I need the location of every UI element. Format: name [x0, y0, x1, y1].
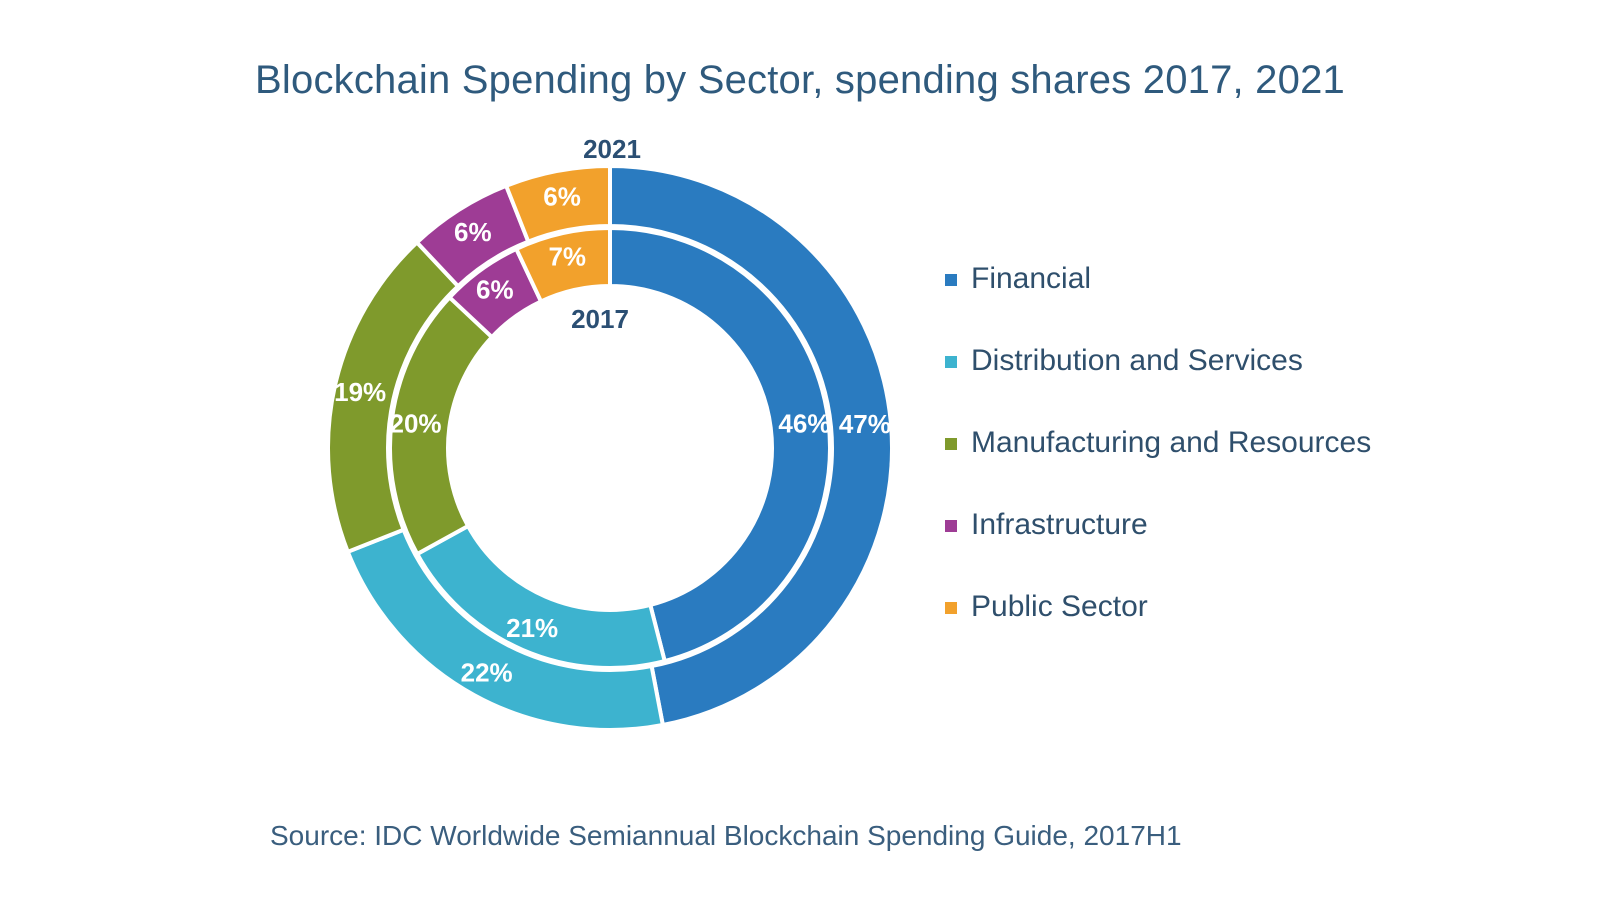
- legend-swatch: [945, 274, 957, 286]
- legend-label: Manufacturing and Resources: [971, 426, 1372, 459]
- data-label-2021-public-sector: 6%: [543, 182, 581, 212]
- data-label-2017-distribution-and-services: 21%: [506, 613, 558, 643]
- legend-label: Public Sector: [971, 590, 1148, 623]
- data-label-2017-financial: 46%: [778, 408, 830, 438]
- ring-label-2017: 2017: [571, 304, 629, 334]
- data-label-2021-infrastructure: 6%: [454, 217, 492, 247]
- legend-swatch: [945, 520, 957, 532]
- donut-data-labels: 47% 22% 19% 6% 6% 46% 21% 20% 6% 7%: [334, 182, 891, 688]
- data-label-2017-infrastructure: 6%: [476, 274, 514, 304]
- legend-label: Infrastructure: [971, 508, 1148, 541]
- slice-2017-financial: [608, 225, 832, 664]
- donut-slices: [326, 163, 894, 732]
- data-label-2021-distribution-and-services: 22%: [461, 657, 513, 687]
- legend-label: Financial: [971, 262, 1092, 295]
- data-label-2021-financial: 47%: [839, 409, 891, 439]
- legend-swatch: [945, 438, 957, 450]
- data-label-2017-public-sector: 7%: [548, 242, 586, 272]
- chart-title: Blockchain Spending by Sector, spending …: [255, 58, 1345, 102]
- legend-swatch: [945, 356, 957, 368]
- legend-swatch: [945, 602, 957, 614]
- ring-label-2021: 2021: [583, 134, 641, 164]
- legend-label: Distribution and Services: [971, 344, 1303, 377]
- slice-2017-public-sector: [513, 225, 612, 305]
- data-label-2017-manufacturing-and-resources: 20%: [390, 408, 442, 438]
- data-label-2021-manufacturing-and-resources: 19%: [334, 377, 386, 407]
- source-note: Source: IDC Worldwide Semiannual Blockch…: [270, 820, 1182, 851]
